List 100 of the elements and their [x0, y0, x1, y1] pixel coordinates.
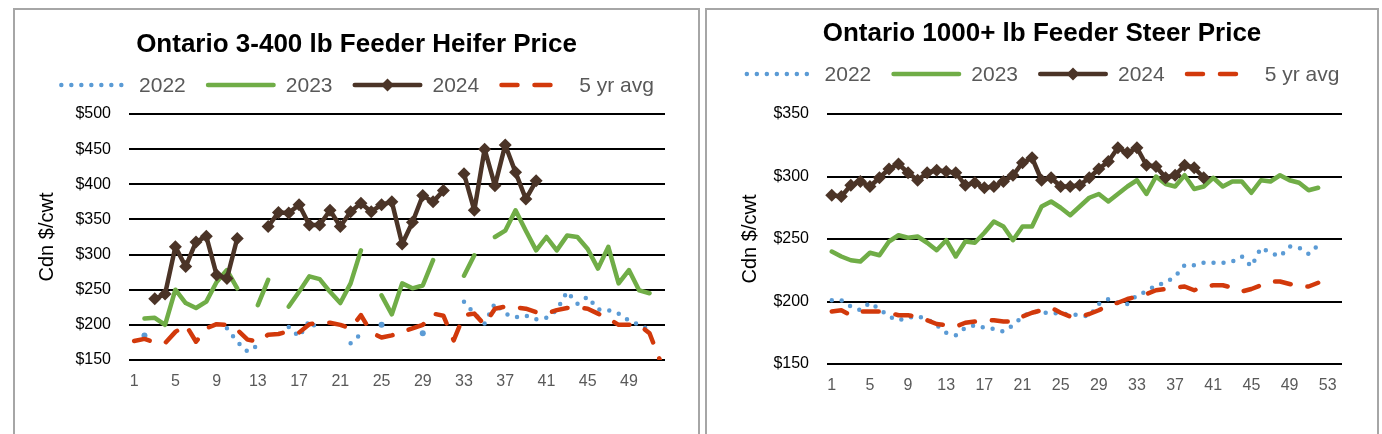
- point: [179, 260, 193, 274]
- point: [199, 229, 213, 243]
- point: [1111, 141, 1125, 155]
- line-series: [131, 304, 663, 360]
- point: [385, 195, 399, 209]
- point: [271, 205, 285, 219]
- point: [844, 178, 858, 192]
- point: [364, 205, 378, 219]
- point: [1082, 171, 1096, 185]
- point: [230, 231, 244, 245]
- point: [354, 196, 368, 210]
- point: [426, 195, 440, 209]
- point: [968, 176, 982, 190]
- point: [333, 219, 347, 233]
- x-tick-label: 53: [1318, 376, 1337, 394]
- point: [292, 198, 306, 212]
- x-tick-label: 9: [903, 376, 913, 394]
- y-tick-label: $250: [75, 280, 112, 298]
- x-tick-label: 1: [129, 372, 139, 390]
- point: [220, 271, 234, 285]
- legend-label: 2023: [285, 72, 333, 96]
- x-tick-label: 21: [1013, 376, 1032, 394]
- point: [1130, 141, 1144, 155]
- point: [1044, 171, 1058, 185]
- x-tick-label: 13: [937, 376, 956, 394]
- x-tick-label: 13: [248, 372, 267, 390]
- y-tick-label: $400: [75, 174, 112, 192]
- point: [911, 173, 925, 187]
- legend-label: 5 yr avg: [579, 72, 654, 96]
- legend-label: 2023: [971, 61, 1019, 85]
- point: [1197, 171, 1211, 185]
- point: [1178, 158, 1192, 172]
- point: [882, 162, 896, 176]
- point: [436, 184, 450, 198]
- point: [313, 218, 327, 232]
- point: [189, 235, 203, 249]
- point: [958, 178, 972, 192]
- point: [930, 163, 944, 177]
- point: [282, 206, 296, 220]
- x-tick-label: 45: [578, 372, 597, 390]
- point: [375, 198, 389, 212]
- point: [1073, 178, 1087, 192]
- chart-title: Ontario 3-400 lb Feeder Heifer Price: [136, 28, 577, 59]
- legend-label: 2024: [432, 72, 480, 96]
- point: [1120, 146, 1134, 160]
- point: [901, 166, 915, 180]
- y-tick-label: $500: [75, 104, 112, 122]
- y-tick-label: $300: [773, 166, 810, 184]
- point: [509, 165, 523, 179]
- point: [825, 188, 839, 202]
- point: [1054, 180, 1068, 193]
- x-tick-label: 49: [620, 372, 638, 390]
- x-tick-label: 33: [455, 372, 473, 390]
- y-axis-title: Cdn $/cwt: [737, 194, 760, 284]
- point: [261, 219, 275, 233]
- x-tick-label: 29: [413, 372, 432, 390]
- point: [1101, 155, 1115, 168]
- x-tick-label: 5: [865, 376, 875, 394]
- point: [1139, 158, 1153, 172]
- x-tick-label: 37: [496, 372, 515, 390]
- point: [1006, 168, 1020, 182]
- x-tick-label: 17: [975, 376, 994, 394]
- line-series: [829, 279, 1321, 329]
- point: [1035, 173, 1049, 187]
- point: [457, 167, 471, 181]
- point: [344, 205, 358, 219]
- point: [210, 268, 224, 282]
- point: [977, 181, 991, 195]
- point: [158, 287, 172, 301]
- point: [1092, 162, 1106, 176]
- x-tick-label: 17: [290, 372, 309, 390]
- y-tick-label: $300: [75, 244, 112, 262]
- x-tick-label: 25: [1051, 376, 1070, 394]
- x-tick-label: 41: [1204, 376, 1223, 394]
- legend-label: 2022: [824, 61, 872, 85]
- line-series: [829, 243, 1321, 338]
- point: [148, 292, 162, 306]
- chart-title: Ontario 1000+ lb Feeder Steer Price: [822, 17, 1262, 48]
- point: [529, 174, 543, 188]
- point: [405, 215, 419, 229]
- x-tick-label: 25: [372, 372, 391, 390]
- x-tick-label: 33: [1128, 376, 1146, 394]
- x-tick-label: 21: [331, 372, 350, 390]
- point: [416, 189, 430, 203]
- y-tick-label: $250: [773, 229, 810, 247]
- x-tick-label: 29: [1089, 376, 1108, 394]
- point: [519, 192, 533, 206]
- legend-label: 2022: [139, 72, 186, 96]
- y-tick-label: $150: [773, 354, 810, 372]
- point: [920, 166, 934, 180]
- x-tick-label: 49: [1280, 376, 1299, 394]
- point: [1187, 161, 1201, 175]
- y-tick-label: $350: [773, 104, 810, 122]
- y-tick-label: $150: [75, 350, 112, 368]
- point: [939, 165, 953, 178]
- point: [302, 218, 316, 232]
- point: [987, 180, 1001, 193]
- point: [1159, 171, 1173, 185]
- point: [892, 157, 906, 171]
- point: [834, 190, 848, 203]
